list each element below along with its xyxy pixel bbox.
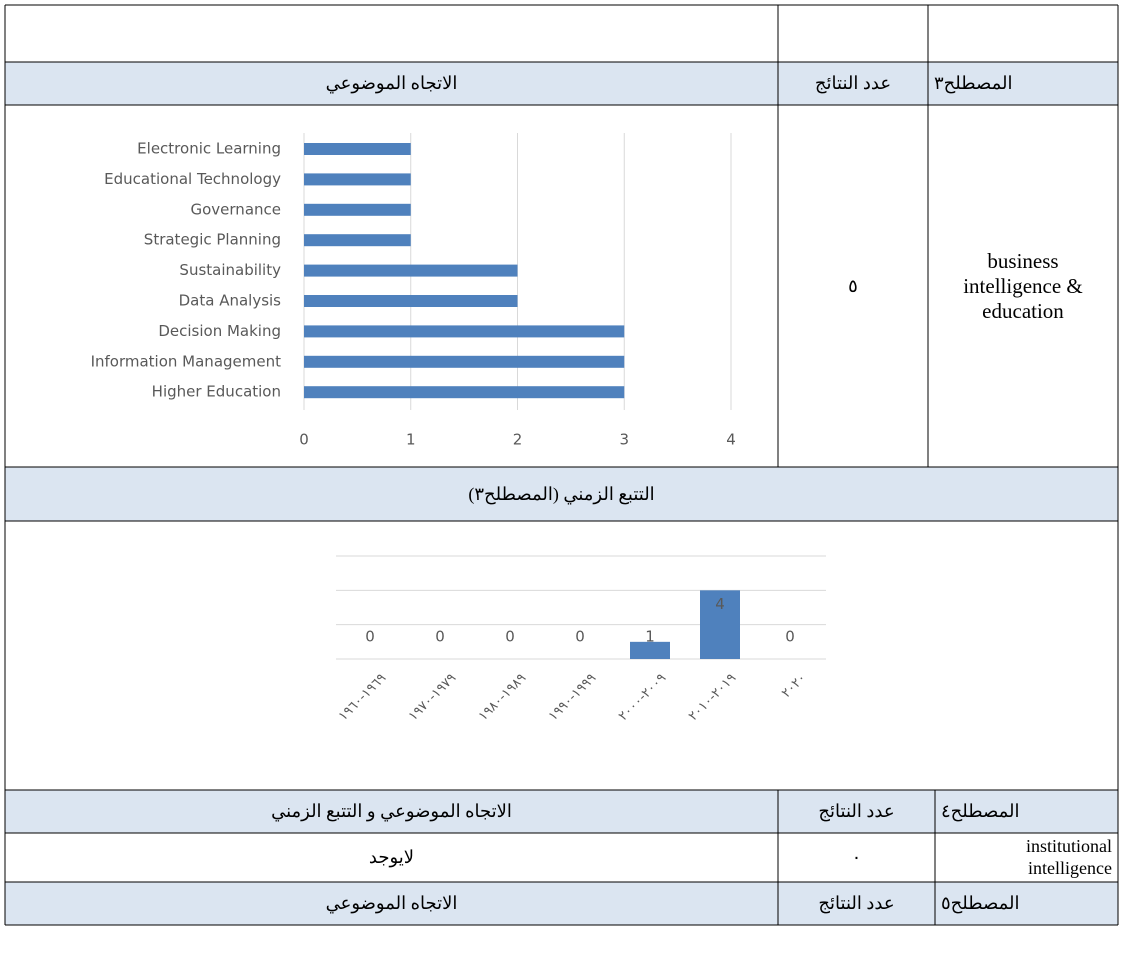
y-tick-label: Information Management (91, 352, 282, 370)
term: institutional intelligence (1025, 835, 1112, 878)
header-term: المصطلح٥ (941, 893, 1020, 913)
x-tick-label: ١٩٧٩-١٩٧٠ (406, 671, 459, 724)
header-topic: الاتجاه الموضوعي (325, 73, 458, 93)
section-title: التتبع الزمني (المصطلح٣) (468, 483, 655, 504)
x-tick-label: ٢٠٢٠ (779, 671, 809, 701)
bar (304, 264, 518, 277)
y-tick-label: Sustainability (179, 261, 281, 279)
x-tick-label: ٢٠١٩-٢٠١٠ (686, 671, 739, 724)
y-tick-label: Higher Education (152, 383, 281, 401)
header-count: عدد النتائج (818, 801, 895, 821)
x-tick-label: 3 (619, 431, 629, 449)
data-label: 1 (645, 628, 655, 646)
bar (304, 143, 411, 155)
x-tick-label: ١٩٩٩-١٩٩٠ (546, 671, 599, 724)
x-tick-label: 4 (726, 431, 736, 449)
y-tick-label: Educational Technology (104, 170, 281, 188)
count: ٠ (851, 847, 862, 867)
bar (304, 173, 411, 186)
x-tick-label: ١٩٦٩-١٩٦٠ (336, 671, 389, 724)
bar (630, 641, 670, 659)
data-label: 0 (505, 628, 515, 646)
count: ٥ (848, 275, 858, 296)
x-tick-label: ١٩٨٩-١٩٨٠ (476, 671, 529, 724)
header-fills (5, 62, 1118, 925)
header-term: المصطلح٤ (941, 801, 1020, 821)
header-term: المصطلح٣ (934, 73, 1013, 93)
term: business intelligence & education (963, 248, 1083, 323)
bar (304, 355, 625, 368)
y-tick-label: Data Analysis (179, 292, 282, 310)
bar (304, 325, 625, 338)
data-label: 4 (715, 595, 725, 613)
bar (700, 590, 740, 659)
data-label: 0 (785, 628, 795, 646)
header-count: عدد النتائج (818, 893, 895, 913)
topic: لايوجد (368, 847, 415, 867)
table-borders (4, 4, 1119, 926)
x-tick-label: 1 (406, 431, 416, 449)
x-tick-label: 0 (299, 431, 309, 449)
bar (304, 386, 625, 399)
bar (304, 295, 518, 307)
bar (304, 234, 411, 247)
bar (304, 203, 411, 216)
data-label: 0 (435, 628, 445, 646)
data-label: 0 (365, 628, 375, 646)
header-topic: الاتجاه الموضوعي (325, 893, 458, 913)
data-label: 0 (575, 628, 585, 646)
y-tick-label: Decision Making (158, 322, 281, 340)
header-count: عدد النتائج (814, 73, 892, 93)
header-topic: الاتجاه الموضوعي و التتبع الزمني (271, 801, 512, 821)
x-tick-label: ٢٠٠٩-٢٠٠٠ (616, 671, 669, 724)
y-tick-label: Electronic Learning (137, 140, 281, 158)
y-tick-label: Strategic Planning (144, 231, 281, 249)
x-tick-label: 2 (513, 431, 523, 449)
y-tick-label: Governance (191, 200, 282, 218)
